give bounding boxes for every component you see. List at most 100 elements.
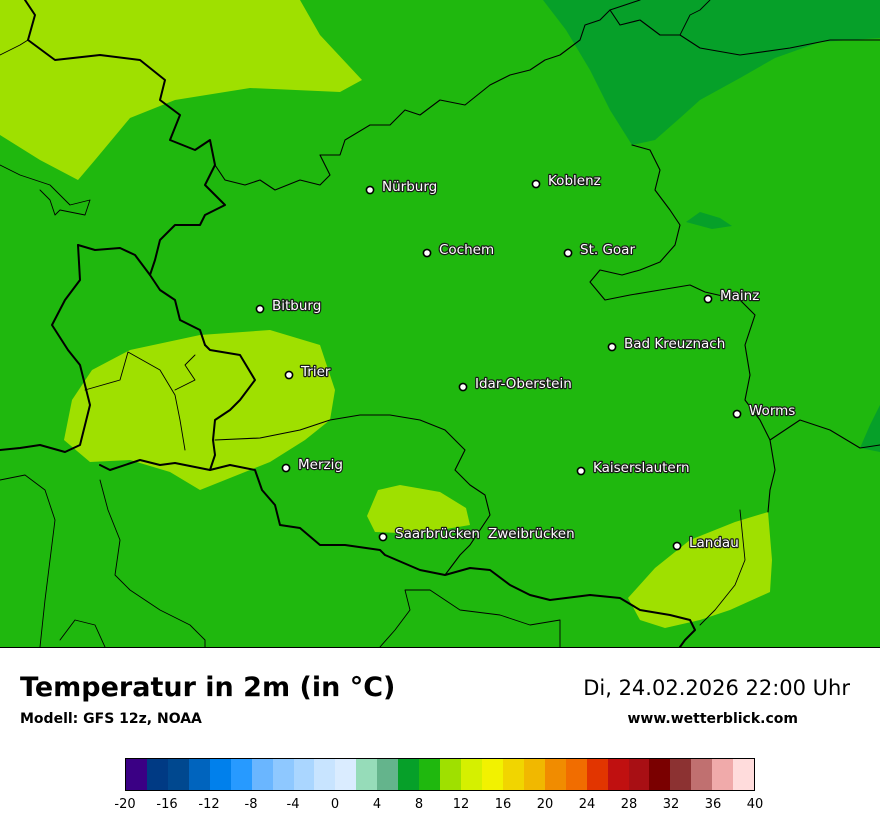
city-label: Landau — [689, 535, 739, 551]
boundary-minor-h — [174, 354, 196, 391]
city-worms: Worms — [732, 402, 797, 420]
legend-swatch — [167, 759, 189, 790]
city-label: St. Goar — [580, 242, 635, 258]
city-n-rburg: Nürburg — [365, 178, 438, 196]
legend-tick-label: 4 — [372, 797, 382, 812]
city-marker — [703, 294, 713, 304]
legend-swatch — [377, 759, 399, 790]
temp-band-12-14-northwest — [0, 0, 362, 180]
map-title: Temperatur in 2m (in °C) — [20, 672, 396, 703]
city-label: Trier — [300, 364, 331, 380]
city-marker — [607, 342, 617, 352]
border-rlp-nrw — [214, 0, 641, 191]
border-lux-west — [0, 244, 91, 453]
boundary-minor-j — [699, 509, 746, 626]
legend-swatch — [586, 759, 608, 790]
legend-swatch — [419, 759, 441, 790]
legend-swatch — [461, 759, 482, 790]
city-marker — [576, 466, 586, 476]
legend-tick-label: 20 — [536, 797, 554, 812]
temp-band-8-10-east-patch — [686, 212, 732, 229]
legend-tick-label: 36 — [704, 797, 722, 812]
city-landau: Landau — [672, 534, 740, 552]
legend-swatch — [314, 759, 336, 790]
temperature-legend-bar — [125, 758, 755, 791]
boundary-minor-d — [99, 479, 206, 647]
legend-swatch — [230, 759, 252, 790]
boundary-minor-f — [379, 589, 561, 647]
legend-swatch — [251, 759, 273, 790]
border-rlp-hesse — [609, 9, 880, 56]
boundary-minor-c — [0, 474, 56, 647]
legend-swatch — [544, 759, 566, 790]
temp-band-8-10-east-edge — [860, 405, 880, 452]
city-marker — [378, 532, 388, 542]
legend-swatch — [628, 759, 650, 790]
legend-tick-label: 24 — [578, 797, 596, 812]
city-label: Merzig — [298, 457, 343, 473]
city-kaiserslautern: Kaiserslautern — [576, 459, 691, 477]
city-marker — [732, 409, 742, 419]
legend-tick-label: -4 — [286, 797, 300, 812]
legend-tick-label: 0 — [330, 797, 340, 812]
temp-band-12-14-trier — [64, 330, 335, 490]
legend-swatch — [398, 759, 420, 790]
legend-swatch — [712, 759, 734, 790]
city-label: Idar-Oberstein — [475, 376, 572, 392]
legend-tick-label: 32 — [662, 797, 680, 812]
model-info: Modell: GFS 12z, NOAA — [20, 711, 202, 727]
city-label: Koblenz — [548, 173, 601, 189]
boundary-minor-b — [0, 164, 91, 216]
legend-swatch — [335, 759, 357, 790]
legend-swatch — [146, 759, 168, 790]
temp-band-8-10-northeast — [543, 0, 880, 145]
legend-swatch — [523, 759, 545, 790]
legend-tick-label: -16 — [156, 797, 178, 812]
city-zweibr-cken: Zweibrücken — [487, 525, 576, 543]
city-koblenz: Koblenz — [531, 172, 602, 190]
legend-tick-label: 12 — [452, 797, 470, 812]
city-label: Bad Kreuznach — [624, 336, 725, 352]
legend-swatch — [209, 759, 231, 790]
legend-swatch — [691, 759, 713, 790]
city-label: Cochem — [439, 242, 494, 258]
border-france-germany — [99, 459, 696, 647]
legend-tick-label: 16 — [494, 797, 512, 812]
legend-swatch — [649, 759, 671, 790]
city-label: Mainz — [720, 288, 759, 304]
city-label: Saarbrücken — [395, 526, 480, 542]
city-label: Zweibrücken — [488, 526, 575, 542]
city-label: Nürburg — [382, 179, 437, 195]
boundary-minor-e — [59, 619, 106, 647]
forecast-datetime: Di, 24.02.2026 22:00 Uhr — [583, 676, 850, 700]
legend-swatch — [188, 759, 210, 790]
legend-tick-label: 28 — [620, 797, 638, 812]
city-idar-oberstein: Idar-Oberstein — [458, 375, 573, 393]
legend-swatch — [126, 759, 147, 790]
legend-swatch — [293, 759, 315, 790]
border-rlp-hesse-rhine — [589, 144, 776, 513]
legend-swatch — [272, 759, 294, 790]
legend-swatch — [565, 759, 587, 790]
legend-tick-label: 40 — [746, 797, 764, 812]
temperature-legend-ticks: -20 -16 -12 -8 -4 0 4 8 12 16 20 24 28 32 36 40 — [114, 797, 763, 813]
city-marker — [531, 179, 541, 189]
city-label: Worms — [749, 403, 795, 419]
website-link[interactable]: www.wetterblick.com — [627, 711, 799, 727]
city-bad-kreuznach: Bad Kreuznach — [607, 335, 726, 353]
city-trier: Trier — [284, 363, 332, 381]
legend-swatch — [607, 759, 629, 790]
city-marker — [255, 304, 265, 314]
city-cochem: Cochem — [422, 241, 495, 259]
city-marker — [284, 370, 294, 380]
city-merzig: Merzig — [281, 456, 344, 474]
border-lux-belgium — [77, 244, 151, 276]
legend-tick-label: 8 — [414, 797, 424, 812]
city-label: Bitburg — [272, 298, 321, 314]
city-mainz: Mainz — [703, 287, 761, 305]
temp-band-12-14-landau — [628, 512, 772, 628]
city-marker — [563, 248, 573, 258]
temperature-map: Nürburg Koblenz Cochem St. Goar Mainz Bitburg… — [0, 0, 880, 647]
border-belgium-germany — [24, 0, 226, 346]
border-lux-germany-north — [204, 344, 256, 471]
